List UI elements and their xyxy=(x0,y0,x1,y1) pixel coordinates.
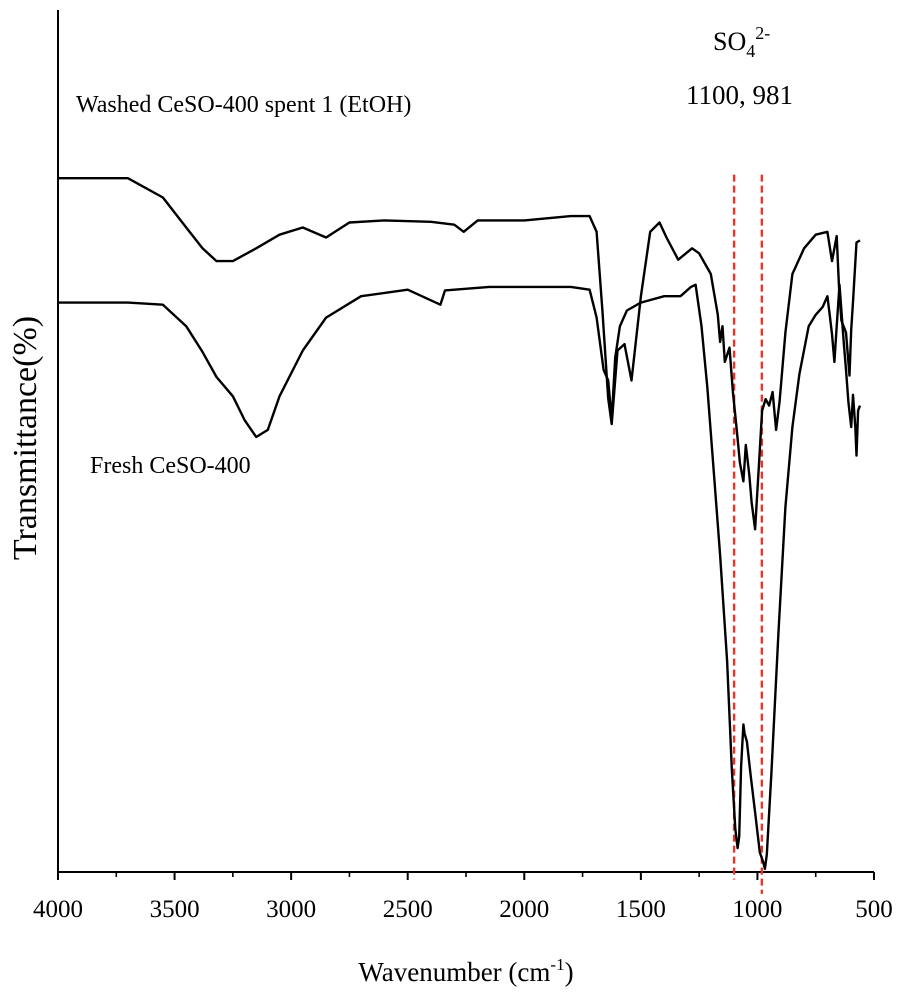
x-tick-label: 3000 xyxy=(266,896,316,923)
x-tick-label: 1000 xyxy=(732,896,782,923)
reference-lines xyxy=(732,174,764,894)
sulfate-superscript: 2- xyxy=(755,23,770,43)
x-tick-label: 2500 xyxy=(383,896,433,923)
series-label-fresh: Fresh CeSO-400 xyxy=(90,453,251,479)
x-tick-labels: 4000 3500 3000 2500 2000 1500 1000 500 xyxy=(33,896,893,923)
sulfate-subscript: 4 xyxy=(746,41,755,61)
series-line-washed xyxy=(58,177,861,531)
sulfate-label: SO42- xyxy=(713,23,770,61)
y-axis-title: Transmittance(%) xyxy=(7,316,44,560)
series-lines xyxy=(58,177,862,871)
x-tick-label: 2000 xyxy=(499,896,549,923)
x-tick-label: 500 xyxy=(855,896,893,923)
series-line-fresh xyxy=(58,283,862,871)
x-axis-title-end: ) xyxy=(565,957,574,987)
x-tick-label: 4000 xyxy=(33,896,83,923)
x-tick-label: 1500 xyxy=(616,896,666,923)
x-tick-label: 3500 xyxy=(150,896,200,923)
x-axis-title: Wavenumber (cm-1) xyxy=(358,955,573,987)
x-ticks xyxy=(57,872,875,880)
x-axis-title-main: Wavenumber (cm xyxy=(358,957,550,987)
x-axis-title-sup: -1 xyxy=(550,955,564,974)
peak-positions-label: 1100, 981 xyxy=(686,80,793,110)
series-label-washed: Washed CeSO-400 spent 1 (EtOH) xyxy=(76,92,411,118)
sulfate-base: SO xyxy=(713,27,746,56)
